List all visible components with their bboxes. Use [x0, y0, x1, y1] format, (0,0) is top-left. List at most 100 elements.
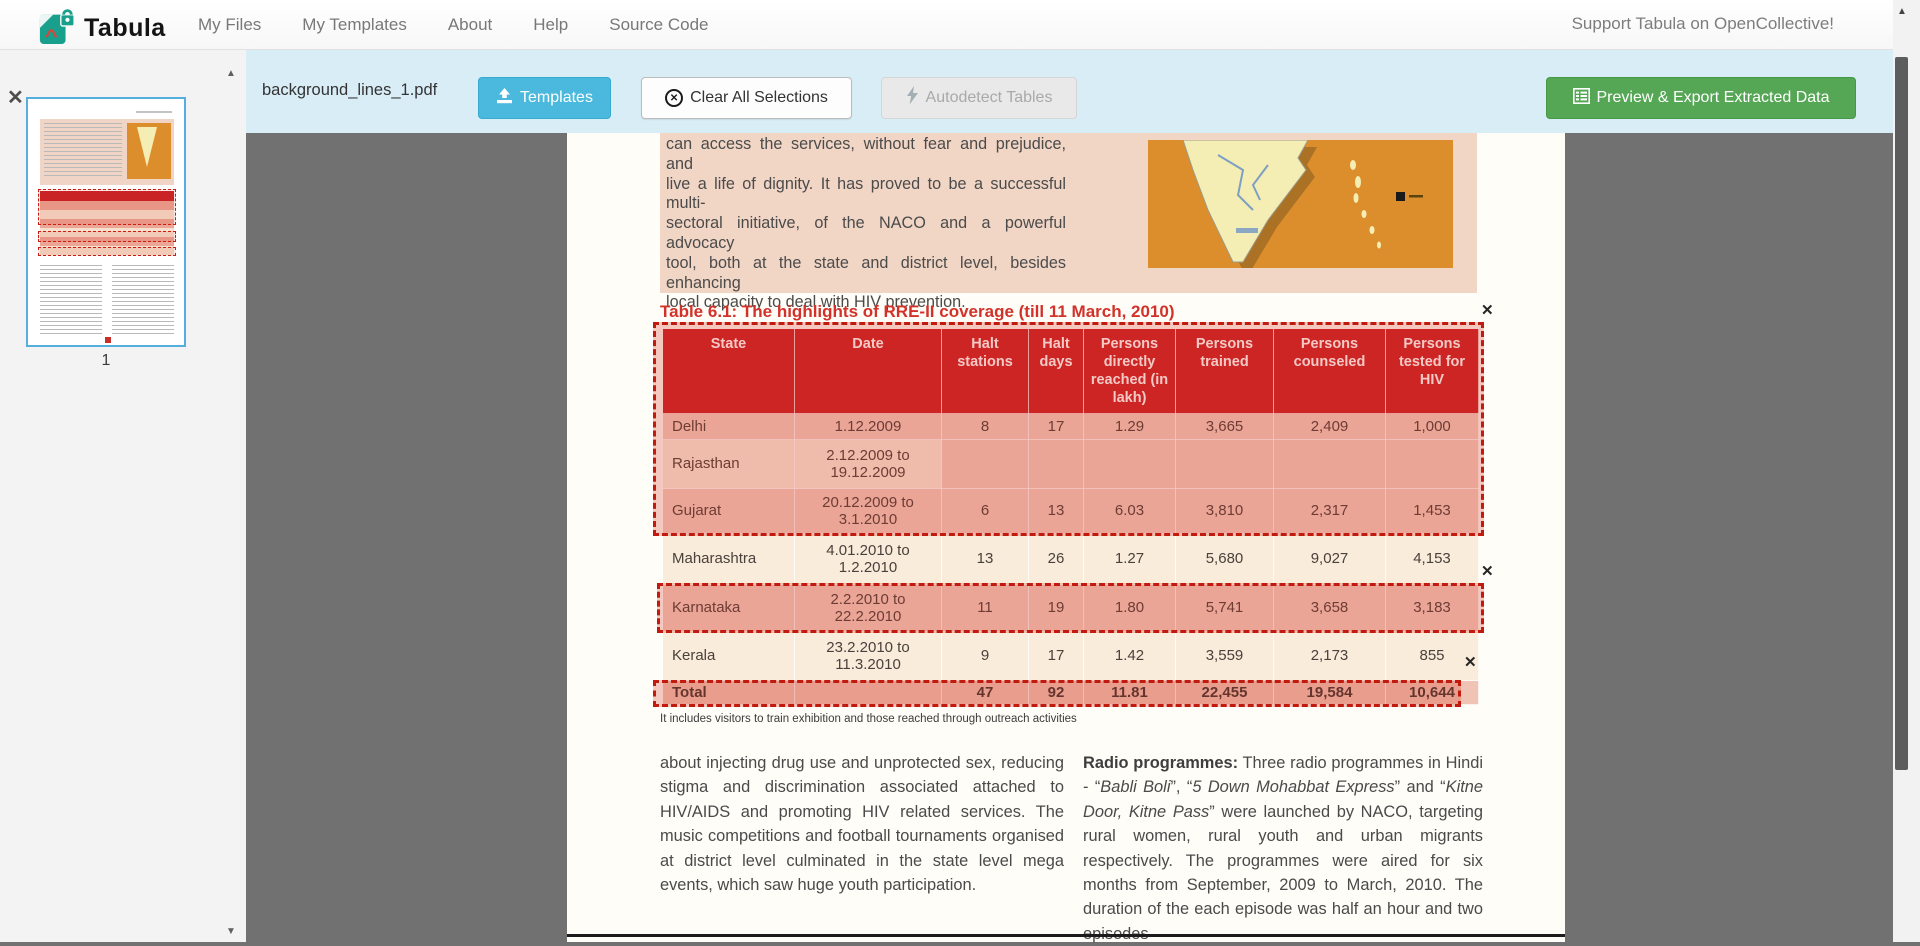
col-header-persons-reached: Persons directly reached (in lakh) [1083, 328, 1176, 414]
radio-programmes-lead: Radio programmes: [1083, 754, 1239, 772]
tabula-brand-link[interactable]: Tabula [38, 6, 166, 51]
table-cell: Kerala [662, 631, 795, 681]
page-break-line [567, 934, 1565, 937]
sidebar-scroll-up-icon[interactable]: ▲ [226, 68, 236, 79]
table-cell: Maharashtra [662, 533, 795, 585]
table-cell: 4.01.2010 to 1.2.2010 [794, 533, 942, 585]
table-cell: 1,000 [1385, 413, 1479, 440]
thumb-selection-2 [38, 231, 176, 242]
table-cell: 4,153 [1385, 533, 1479, 585]
clear-all-selections-button[interactable]: ✕ Clear All Selections [641, 77, 852, 119]
support-opencollective-link[interactable]: Support Tabula on OpenCollective! [1571, 14, 1834, 33]
nav-link-my-files[interactable]: My Files [198, 15, 262, 34]
selection-2-close-icon[interactable]: ✕ [1481, 563, 1494, 580]
table-cell: 26 [1028, 533, 1084, 585]
table-cell: 22,455 [1175, 679, 1274, 706]
table-cell [1385, 439, 1479, 489]
programme-name: 5 Down Mohabbat Express [1192, 778, 1395, 797]
thumb-selection-1 [38, 189, 176, 225]
intro-text-block: can access the services, without fear an… [660, 133, 1477, 311]
table-cell: 19,584 [1273, 679, 1386, 706]
templates-button[interactable]: Templates [478, 77, 611, 119]
selection-3-close-icon[interactable]: ✕ [1464, 654, 1477, 671]
table-cell: 13 [941, 533, 1029, 585]
brand-title: Tabula [84, 14, 166, 42]
col-header-halt-days: Halt days [1028, 328, 1084, 414]
thumb-selection-3 [38, 247, 176, 256]
table-cell: 2,173 [1273, 631, 1386, 681]
table-cell: 1.80 [1083, 584, 1176, 632]
table-cell: 2,317 [1273, 488, 1386, 534]
thumb-column-left [40, 265, 102, 337]
lightning-icon [906, 86, 919, 110]
clear-selections-label: Clear All Selections [690, 89, 828, 106]
table-cell: 3,559 [1175, 631, 1274, 681]
table-cell: 23.2.2010 to 11.3.2010 [794, 631, 942, 681]
rre-coverage-table: State Date Halt stations Halt days Perso… [662, 328, 1479, 706]
nav-link-about[interactable]: About [447, 15, 493, 34]
thumbnail-close-icon[interactable]: ✕ [7, 87, 24, 109]
thumb-intro-block [40, 119, 174, 185]
preview-export-label: Preview & Export Extracted Data [1596, 89, 1830, 106]
intro-line: sectoral initiative, of the NACO and a p… [666, 214, 1066, 252]
table-cell: 1.27 [1083, 533, 1176, 585]
table-cell: 17 [1028, 631, 1084, 681]
autodetect-tables-label: Autodetect Tables [925, 89, 1053, 106]
table-cell: 13 [1028, 488, 1084, 534]
col-header-persons-counseled: Persons counseled [1273, 328, 1386, 414]
table-cell: 2.2.2010 to 22.2.2010 [794, 584, 942, 632]
table-cell: 20.12.2009 to 3.1.2010 [794, 488, 942, 534]
table-cell: Delhi [662, 413, 795, 440]
india-map-image [1148, 139, 1453, 269]
nav-link-help[interactable]: Help [533, 15, 569, 34]
table-cell: 9,027 [1273, 533, 1386, 585]
table-cell: Rajasthan [662, 439, 795, 489]
col-header-persons-tested: Persons tested for HIV [1385, 328, 1479, 414]
thumb-header-line [136, 111, 172, 113]
table-row-maharashtra: Maharashtra 4.01.2010 to 1.2.2010 13 26 … [662, 533, 1479, 585]
col-header-state: State [662, 328, 795, 414]
table-cell [941, 439, 1029, 489]
scrollbar-thumb[interactable] [1895, 57, 1908, 770]
table-cell: 1.12.2009 [794, 413, 942, 440]
table-cell: 6.03 [1083, 488, 1176, 534]
col-header-date: Date [794, 328, 942, 414]
table-cell: 2,409 [1273, 413, 1386, 440]
table-caption: Table 6.1: The highlights of RRE-II cove… [660, 302, 1175, 321]
table-selection-box-1[interactable] [653, 322, 1484, 536]
col-header-halt-stations: Halt stations [941, 328, 1029, 414]
table-cell: 1,453 [1385, 488, 1479, 534]
body-text-segment: Three radio programmes in Hindi - “ [1083, 754, 1483, 797]
table-cell [1273, 439, 1386, 489]
table-row-delhi: Delhi 1.12.2009 8 17 1.29 3,665 2,409 1,… [662, 413, 1479, 440]
table-selection-box-3[interactable] [653, 680, 1461, 707]
table-cell: 9 [941, 631, 1029, 681]
body-text-left-column: about injecting drug use and unprotected… [660, 754, 1064, 895]
table-cell [1175, 439, 1274, 489]
scrollbar-up-arrow-icon[interactable]: ▲ [1897, 6, 1907, 17]
pdf-page[interactable]: can access the services, without fear an… [567, 133, 1565, 943]
window-scrollbar[interactable]: ▲ [1893, 0, 1920, 942]
table-footnote: It includes visitors to train exhibition… [660, 713, 1077, 725]
thumb-page-badge [105, 337, 111, 343]
table-cell [794, 679, 942, 706]
table-cell: 6 [941, 488, 1029, 534]
nav-link-my-templates[interactable]: My Templates [302, 15, 407, 34]
nav-link-source-code[interactable]: Source Code [609, 15, 709, 34]
table-selection-box-2[interactable] [657, 583, 1484, 633]
table-cell: Total [662, 679, 795, 706]
body-text-segment: ”, “ [1170, 778, 1193, 797]
sidebar-scroll-down-icon[interactable]: ▼ [226, 926, 236, 937]
preview-export-button[interactable]: Preview & Export Extracted Data [1546, 77, 1856, 119]
intro-line: can access the services, without fear an… [666, 135, 1066, 173]
intro-paragraph: can access the services, without fear an… [666, 135, 1066, 313]
table-cell: 3,183 [1385, 584, 1479, 632]
page-thumbnail-1[interactable] [26, 97, 186, 347]
thumb-map [127, 123, 171, 179]
table-cell: 1.42 [1083, 631, 1176, 681]
main-nav: My Files My Templates About Help Source … [198, 0, 708, 50]
autodetect-tables-button[interactable]: Autodetect Tables [881, 77, 1077, 119]
selection-1-close-icon[interactable]: ✕ [1481, 302, 1494, 319]
table-cell: 11 [941, 584, 1029, 632]
thumb-column-right [112, 265, 174, 337]
